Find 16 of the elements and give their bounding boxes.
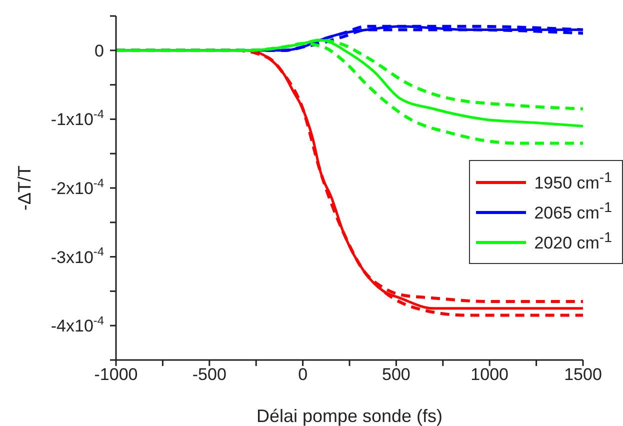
y-tick-label: -2x10$^{-4}$ (50, 176, 104, 198)
legend-label: 2020 cm$^{-1}$ (534, 230, 612, 254)
y-tick-label: -3x10$^{-4}$ (50, 244, 104, 267)
y-tick-label: 0 (94, 41, 104, 60)
x-tick-label: 0 (298, 365, 308, 384)
y-tick-label: -4x10$^{-4}$ (50, 314, 104, 336)
x-tick-label: 1500 (564, 365, 602, 384)
x-tick-label: 1000 (470, 365, 509, 384)
legend-label: 2065 cm$^{-1}$ (534, 200, 612, 224)
x-tick-label: -1000 (94, 365, 138, 384)
x-tick-label: 500 (382, 365, 410, 384)
y-axis-title: -ΔT/T (14, 165, 34, 211)
y-tick-label: -1x10$^{-4}$ (50, 107, 104, 130)
x-tick-label: -500 (192, 365, 226, 384)
x-axis-title: Délai pompe sonde (fs) (256, 406, 443, 426)
legend-label: 1950 cm$^{-1}$ (534, 170, 612, 194)
